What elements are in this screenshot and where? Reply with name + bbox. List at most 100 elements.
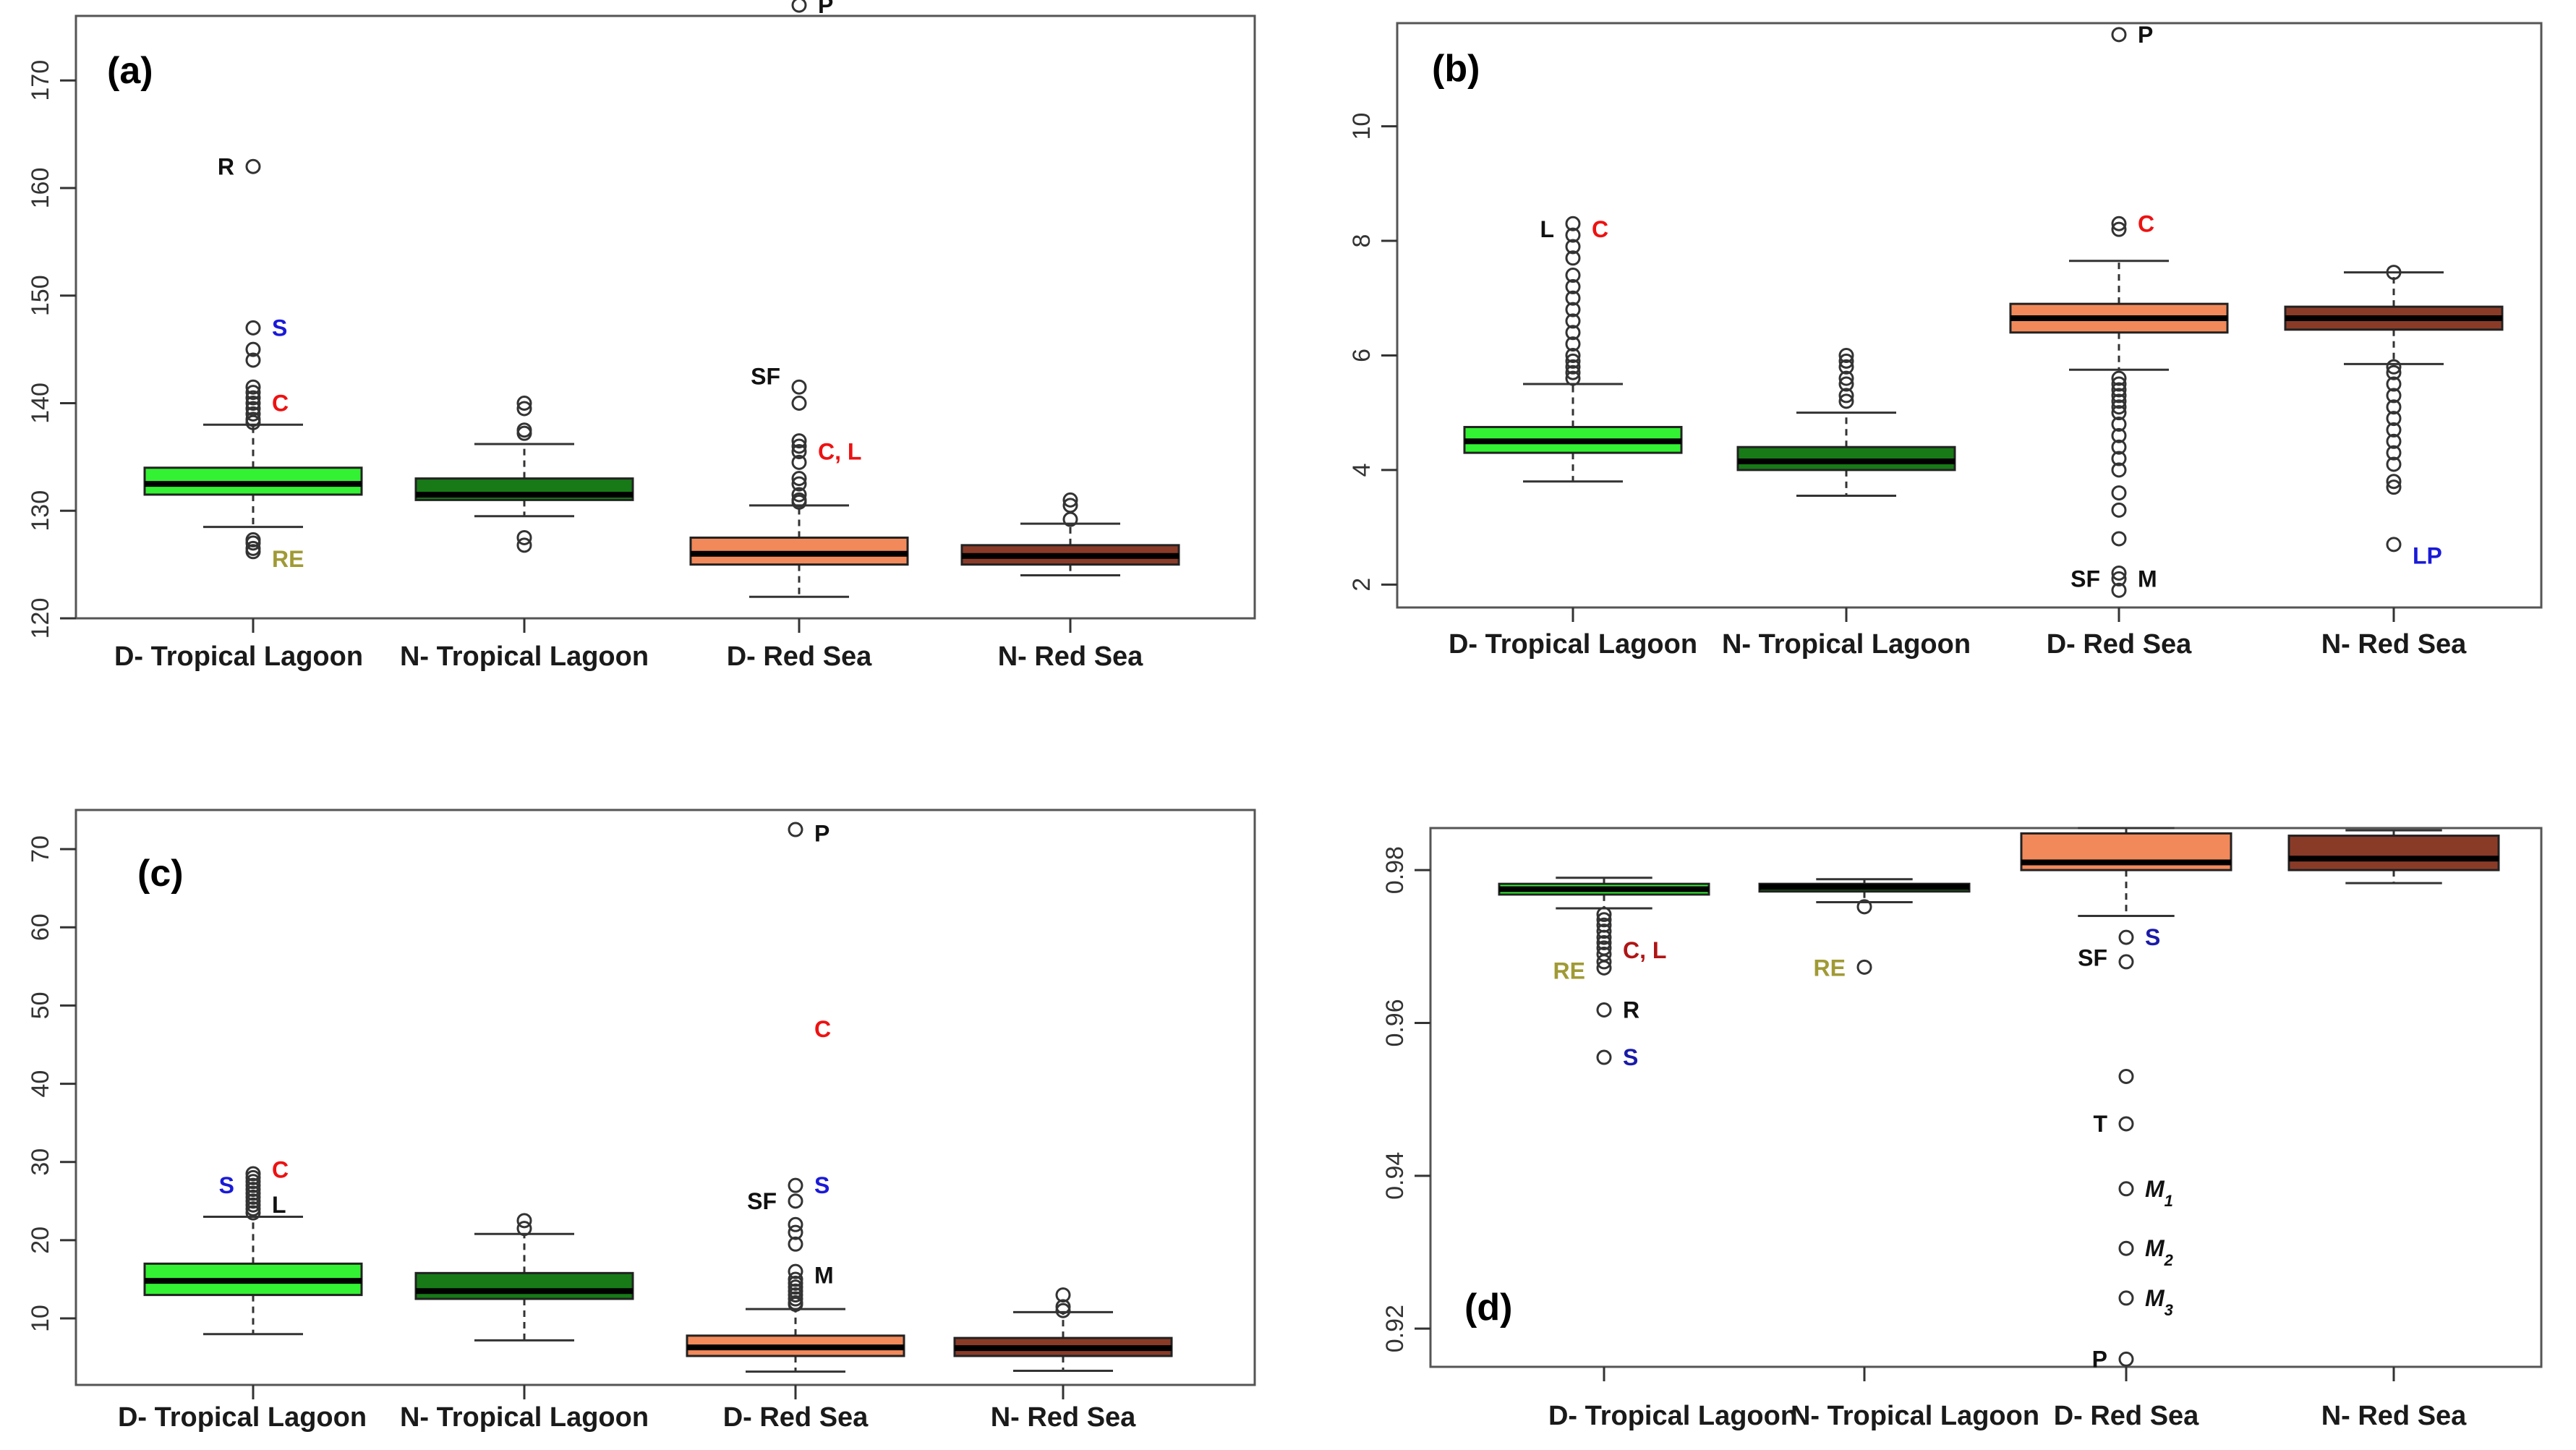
x-category-label: N- Tropical Lagoon [1791, 1401, 2039, 1431]
outlier-point [1838, 376, 1854, 392]
outlier-point [245, 379, 261, 395]
y-tick-label: 140 [27, 383, 54, 424]
outlier-point [2118, 1068, 2134, 1084]
outlier-point [2386, 376, 2402, 392]
outlier-point [245, 535, 261, 551]
outlier-point [2386, 388, 2402, 404]
outlier-point [1838, 370, 1854, 386]
outlier-annotation: C [814, 1016, 831, 1042]
y-tick-label: 20 [27, 1227, 54, 1254]
outlier-point [1838, 393, 1854, 409]
outlier-annotation: C [2138, 210, 2154, 236]
outlier-point [788, 1236, 803, 1252]
outlier-annotation: M2 [2145, 1235, 2174, 1269]
x-category-label: N- Tropical Lagoon [400, 641, 649, 672]
x-category-label: N- Tropical Lagoon [1722, 629, 1971, 660]
outlier-annotation: SF [747, 1188, 777, 1214]
y-tick-label: 6 [1348, 349, 1376, 362]
y-tick-label: 8 [1348, 234, 1376, 248]
outlier-point [1565, 278, 1581, 294]
outlier-point [516, 401, 532, 417]
outlier-point [1565, 268, 1581, 283]
outlier-point [2118, 1181, 2134, 1197]
outlier-point [245, 1205, 261, 1221]
outlier-point [2111, 393, 2127, 409]
x-category-label: D- Red Sea [2054, 1401, 2199, 1431]
y-tick-label: 150 [27, 275, 54, 316]
outlier-point [1565, 239, 1581, 255]
outlier-point [1565, 250, 1581, 266]
outlier-annotation: C [272, 1157, 289, 1183]
outlier-point [2386, 479, 2402, 495]
outlier-point [791, 494, 807, 510]
y-tick-label: 10 [27, 1305, 54, 1332]
outlier-point [2111, 427, 2127, 443]
outlier-point [1565, 359, 1581, 375]
outlier-point [1062, 492, 1078, 508]
outlier-point [1055, 1302, 1071, 1318]
plot-frame [1429, 827, 2543, 1368]
outlier-point [1565, 302, 1581, 317]
outlier-point [1565, 336, 1581, 352]
outlier-point [791, 443, 807, 459]
outlier-annotation: RE [1553, 958, 1585, 984]
outlier-point [2386, 422, 2402, 438]
outlier-point [1055, 1287, 1071, 1303]
outlier-point [788, 1224, 803, 1240]
panel-label: (d) [1464, 1287, 1512, 1329]
outlier-annotation: S [1623, 1044, 1638, 1070]
outlier-point [2111, 582, 2127, 598]
x-category-label: N- Red Sea [2321, 1401, 2467, 1431]
y-tick-label: 10 [1348, 113, 1376, 140]
outlier-point [2111, 531, 2127, 547]
outlier-point [2111, 417, 2127, 432]
outlier-annotation: C [272, 391, 289, 417]
outlier-point [2111, 221, 2127, 237]
outlier-point [2118, 954, 2134, 970]
outlier-point [516, 396, 532, 411]
plot-frame [74, 14, 1256, 620]
outlier-annotation: SF [751, 363, 780, 389]
outlier-point [1565, 370, 1581, 386]
x-category-label: N- Red Sea [991, 1402, 1136, 1433]
outlier-point [2111, 485, 2127, 501]
outlier-point [2111, 388, 2127, 404]
outlier-point [1565, 347, 1581, 363]
outlier-annotation: S [2145, 924, 2160, 950]
panel-label: (c) [137, 853, 184, 895]
x-category-label: D- Tropical Lagoon [1548, 1401, 1797, 1431]
outlier-point [2118, 1116, 2134, 1132]
outlier-point [1838, 353, 1854, 369]
outlier-annotation: R [1623, 997, 1639, 1023]
outlier-annotation: S [272, 315, 287, 341]
outlier-point [2386, 411, 2402, 427]
x-category-label: N- Tropical Lagoon [400, 1402, 649, 1433]
outlier-point [2111, 370, 2127, 386]
outlier-point [1596, 924, 1612, 939]
outlier-annotation: C, L [1623, 937, 1666, 963]
outlier-point [2111, 571, 2127, 587]
outlier-annotation: R [218, 153, 234, 179]
outlier-point [1565, 364, 1581, 380]
outlier-point [1838, 359, 1854, 375]
outlier-point [2118, 1240, 2134, 1256]
outlier-point [2386, 445, 2402, 461]
outlier-point [1565, 353, 1581, 369]
outlier-point [245, 390, 261, 406]
outlier-point [791, 433, 807, 449]
outlier-point [1565, 325, 1581, 341]
outlier-point [1596, 935, 1612, 951]
outlier-point [2386, 265, 2402, 281]
outlier-annotation: P [814, 820, 829, 846]
outlier-point [2386, 474, 2402, 490]
outlier-point [1596, 960, 1612, 976]
outlier-point [1565, 216, 1581, 231]
y-tick-label: 130 [27, 490, 54, 532]
y-tick-label: 160 [27, 168, 54, 209]
outlier-point [791, 438, 807, 454]
outlier-point [1856, 899, 1872, 915]
outlier-point [2111, 376, 2127, 392]
x-category-label: D- Red Sea [723, 1402, 869, 1433]
panel-label: (a) [107, 50, 153, 92]
